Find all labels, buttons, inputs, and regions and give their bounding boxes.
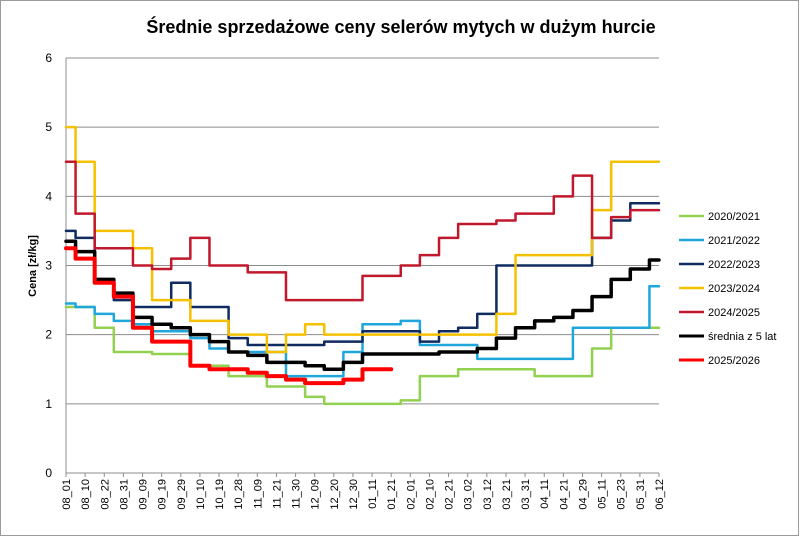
y-tick-label: 3 (45, 259, 52, 273)
x-tick-label: 01_11 (367, 479, 379, 509)
x-tick-label: 02_01 (405, 479, 417, 510)
y-tick-label: 2 (45, 328, 52, 342)
x-tick-label: 02_21 (444, 479, 456, 510)
y-tick-label: 4 (45, 189, 52, 203)
x-tick-label: 12_20 (329, 479, 341, 510)
legend-label: 2024/2025 (708, 307, 760, 319)
x-tick-label: 05_11 (597, 479, 609, 509)
x-tick-label: 08_31 (118, 479, 130, 510)
x-tick-label: 10_10 (195, 479, 207, 510)
y-tick-label: 6 (45, 51, 52, 65)
series-line (64, 202, 661, 347)
legend-label: średnia z 5 lat (708, 331, 776, 343)
x-tick-label: 09_09 (138, 479, 150, 510)
x-tick-label: 03_21 (501, 479, 513, 510)
x-tick-label: 08_01 (61, 479, 73, 510)
x-axis-ticks: 08_01 08_10 08_22 08_31 09_09 09_19 09_29 10_10… (61, 473, 666, 510)
series-line (64, 125, 661, 354)
y-tick-label: 1 (45, 397, 52, 411)
legend-label: 2025/2026 (708, 355, 760, 367)
series-line (64, 239, 661, 371)
y-tick-label: 5 (45, 120, 52, 134)
x-tick-label: 10_19 (214, 479, 226, 510)
x-tick-label: 10_28 (233, 479, 245, 510)
x-tick-label: 05_31 (635, 479, 647, 510)
x-tick-label: 11_30 (291, 479, 303, 509)
x-tick-label: 04_11 (539, 479, 551, 509)
legend-label: 2023/2024 (708, 283, 760, 295)
x-tick-label: 04_29 (577, 479, 589, 510)
x-tick-label: 08_10 (80, 479, 92, 510)
x-tick-label: 06_12 (654, 479, 666, 510)
x-tick-label: 03_12 (482, 479, 494, 510)
y-tick-label: 0 (45, 466, 52, 480)
x-tick-label: 04_21 (558, 479, 570, 510)
series-line (64, 246, 394, 386)
x-tick-label: 11_21 (271, 479, 283, 509)
x-tick-label: 08_22 (99, 479, 111, 510)
x-tick-label: 12_09 (310, 479, 322, 510)
x-tick-label: 09_29 (176, 479, 188, 510)
series-line (64, 305, 661, 406)
x-tick-label: 09_19 (157, 479, 169, 510)
x-tick-label: 05_23 (616, 479, 628, 510)
y-axis-label: Cena [zł/kg] (27, 235, 39, 297)
series-line (64, 160, 661, 302)
series-lines (64, 125, 661, 406)
legend: 2020/2021 2021/2022 2022/2023 2023/2024 2024… (679, 211, 776, 367)
y-axis-ticks: 0 1 2 3 4 5 6 (45, 51, 52, 480)
x-tick-label: 01_21 (386, 479, 398, 510)
x-tick-label: 03_02 (463, 479, 475, 510)
chart-title: Średnie sprzedażowe ceny selerów mytych … (146, 16, 655, 37)
x-tick-label: 11_09 (252, 479, 264, 509)
legend-label: 2021/2022 (708, 235, 760, 247)
legend-label: 2020/2021 (708, 211, 760, 223)
x-tick-label: 12_30 (348, 479, 360, 510)
x-tick-label: 02_10 (424, 479, 436, 510)
x-tick-label: 03_31 (520, 479, 532, 510)
legend-label: 2022/2023 (708, 259, 760, 271)
